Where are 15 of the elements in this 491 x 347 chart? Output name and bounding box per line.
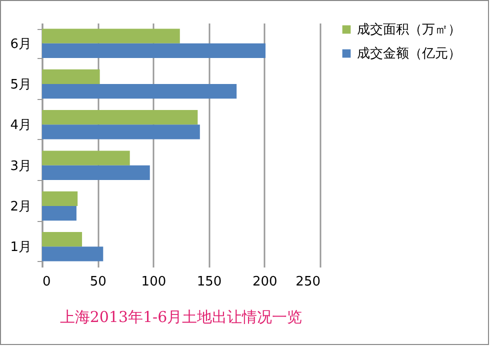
x-tick-label: 250 [296,274,320,290]
legend-label: 成交金额（亿元） [357,46,461,62]
x-tick-label: 200 [252,274,278,290]
y-tick-label: 2月 [10,200,32,214]
x-tick-label: 150 [196,274,222,290]
y-tick-label: 6月 [10,36,32,52]
y-tick-label: 1月 [10,240,32,256]
y-tick-label: 5月 [10,78,32,92]
x-tick-label: 50 [90,274,106,290]
x-tick-label: 0 [42,274,51,290]
legend-label: 成交面积（万㎡） [357,22,461,38]
y-tick-label: 4月 [10,118,32,134]
y-tick-label: 3月 [10,158,32,174]
x-tick-label: 100 [141,274,166,290]
text: 上海2013年1-6月土地出让情况一览 [60,308,302,326]
